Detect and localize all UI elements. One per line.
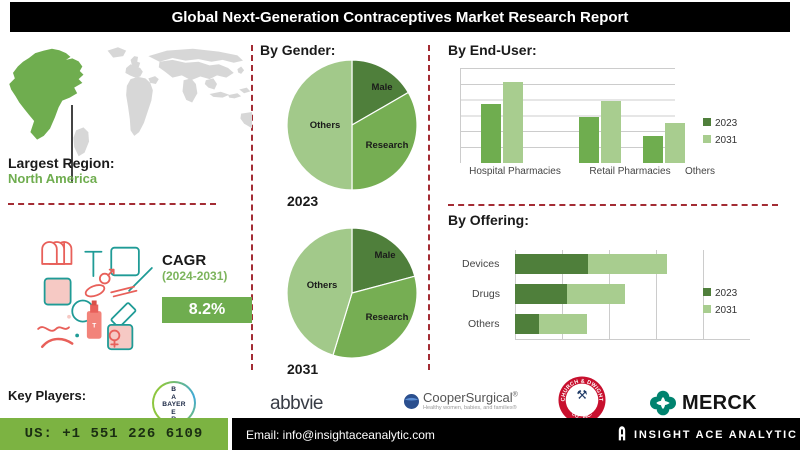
svg-text:Male: Male xyxy=(374,250,395,261)
svg-text:T: T xyxy=(92,322,96,329)
svg-text:Research: Research xyxy=(366,312,409,323)
svg-text:⚒: ⚒ xyxy=(576,388,587,402)
svg-text:Research: Research xyxy=(366,140,409,151)
svg-text:Male: Male xyxy=(371,82,392,93)
svg-text:Others: Others xyxy=(307,280,338,291)
svg-text:Others: Others xyxy=(310,120,341,131)
